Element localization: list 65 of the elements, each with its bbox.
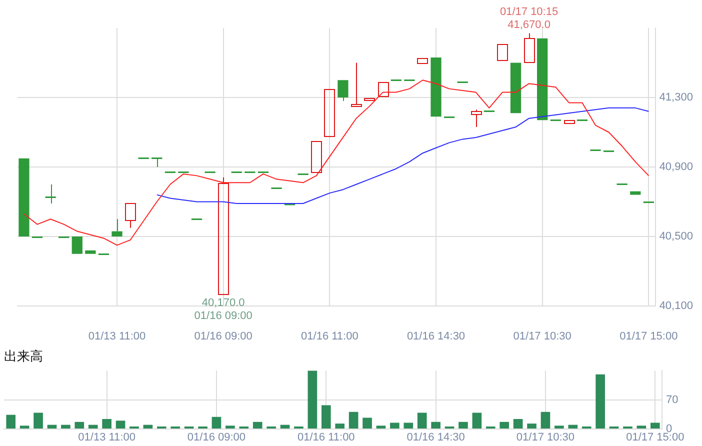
bar bbox=[500, 422, 510, 428]
candlestick bbox=[152, 158, 162, 168]
x-tick-label: 01/16 14:30 bbox=[406, 432, 465, 444]
bar bbox=[116, 420, 126, 428]
candlestick bbox=[351, 62, 362, 107]
x-tick-label: 01/16 09:00 bbox=[187, 432, 246, 444]
annotation: 01/16 09:00 bbox=[194, 310, 252, 322]
x-tick-label: 01/17 15:00 bbox=[626, 432, 684, 444]
bar bbox=[34, 412, 43, 428]
bar bbox=[362, 418, 372, 428]
bar bbox=[348, 412, 358, 428]
x-tick-label: 01/17 15:00 bbox=[620, 330, 678, 343]
candlestick bbox=[471, 109, 482, 128]
candlestick bbox=[45, 184, 56, 204]
x-tick-label: 01/16 09:00 bbox=[194, 330, 252, 343]
candlestick bbox=[524, 32, 535, 63]
bar bbox=[226, 426, 235, 428]
bar bbox=[554, 426, 564, 428]
candlestick bbox=[338, 80, 348, 102]
y-tick-label: 40,500 bbox=[659, 230, 693, 243]
bar bbox=[280, 424, 290, 428]
annotation: 01/17 10:15 bbox=[500, 6, 558, 18]
bar bbox=[47, 424, 57, 428]
bar bbox=[6, 414, 16, 428]
bar bbox=[458, 422, 468, 428]
bar bbox=[20, 426, 30, 428]
y-tick-label: 41,300 bbox=[659, 92, 693, 104]
bar bbox=[472, 412, 482, 428]
bar bbox=[404, 422, 414, 428]
bar bbox=[527, 424, 536, 428]
x-tick-label: 01/17 10:30 bbox=[513, 330, 572, 343]
bar bbox=[513, 418, 523, 428]
bar bbox=[61, 424, 70, 428]
bar bbox=[74, 422, 84, 428]
y-tick-label: 40,100 bbox=[659, 300, 693, 312]
bar bbox=[390, 422, 400, 428]
bar bbox=[321, 405, 331, 428]
y-tick-label: 40,900 bbox=[659, 161, 693, 174]
x-tick-label: 01/13 11:00 bbox=[78, 432, 136, 444]
bar bbox=[88, 424, 98, 428]
bar bbox=[212, 416, 222, 428]
bar bbox=[596, 374, 605, 428]
chart-title: 出来高 bbox=[4, 348, 43, 364]
x-tick-label: 01/16 14:30 bbox=[406, 330, 466, 343]
bar bbox=[335, 424, 345, 428]
bar bbox=[540, 412, 550, 428]
bar bbox=[417, 412, 427, 428]
bar bbox=[650, 422, 660, 428]
annotation: 41,670.0 bbox=[508, 19, 550, 32]
x-tick-label: 01/17 10:30 bbox=[516, 432, 575, 444]
bar bbox=[376, 426, 386, 428]
bar bbox=[636, 426, 646, 428]
bar bbox=[252, 422, 262, 428]
x-tick-label: 01/13 11:00 bbox=[88, 330, 146, 343]
candlestick bbox=[125, 203, 136, 228]
bar bbox=[308, 370, 318, 428]
bar bbox=[568, 424, 578, 428]
x-tick-label: 01/16 11:00 bbox=[297, 432, 355, 444]
annotation: 40,170.0 bbox=[202, 296, 245, 309]
bar bbox=[431, 422, 440, 428]
y-tick-label: 70 bbox=[666, 394, 678, 406]
candlestick bbox=[112, 218, 122, 236]
bar bbox=[102, 418, 112, 428]
bar bbox=[143, 424, 153, 428]
x-tick-label: 01/16 11:00 bbox=[301, 330, 358, 343]
